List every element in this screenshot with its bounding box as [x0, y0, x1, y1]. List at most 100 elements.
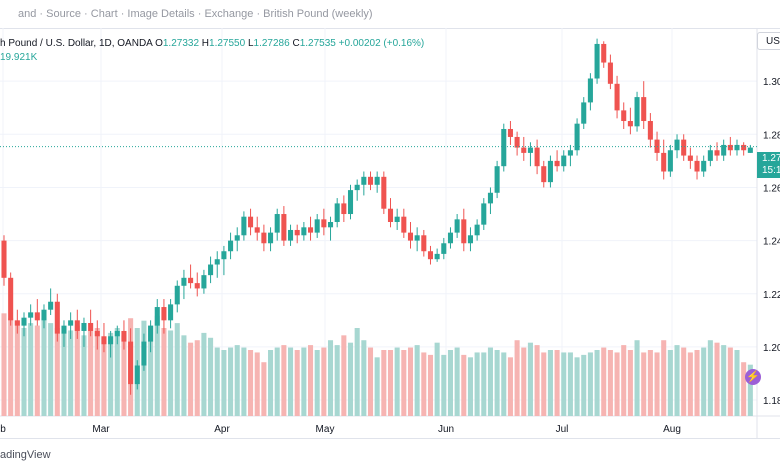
candle-body — [474, 224, 480, 236]
candle-body — [94, 330, 100, 337]
volume-bar — [381, 350, 387, 416]
candle-body — [48, 301, 54, 310]
candle-body — [501, 128, 507, 167]
candle-body — [407, 232, 414, 241]
candle-body — [547, 160, 553, 183]
volume-bar — [288, 347, 294, 416]
volume-bar — [721, 345, 727, 416]
candle-body — [674, 139, 680, 151]
volume-bar — [407, 347, 414, 416]
volume-bar — [154, 315, 160, 416]
volume-bar — [314, 350, 320, 416]
candle-body — [707, 150, 713, 161]
volume-bar — [194, 340, 200, 416]
volume-bar — [581, 354, 587, 416]
candle-body — [54, 301, 60, 334]
candle-body — [248, 216, 254, 228]
candle-body — [441, 243, 447, 254]
low-value: 1.27286 — [253, 38, 290, 49]
candle-body — [514, 136, 520, 148]
x-tick-label: Apr — [214, 424, 230, 435]
volume-bar — [647, 350, 653, 416]
volume-bar — [327, 340, 334, 416]
volume-bar — [574, 357, 580, 416]
volume-bar — [601, 347, 607, 416]
volume-bar — [294, 350, 300, 416]
candle-body — [234, 235, 240, 241]
volume-bar — [301, 347, 307, 416]
volume-bar — [254, 352, 260, 416]
candle-body — [634, 97, 640, 127]
volume-bar — [634, 340, 640, 416]
lightning-icon[interactable]: ⚡ — [745, 369, 761, 385]
candle-body — [301, 227, 307, 236]
candle-body — [727, 144, 733, 151]
volume-bar — [208, 337, 214, 416]
volume-bar — [674, 345, 680, 416]
volume-bar — [61, 332, 67, 416]
candle-body — [14, 320, 20, 326]
candle-body — [661, 152, 667, 172]
top-bar: and · Source · Chart · Image Details · E… — [0, 0, 780, 29]
candle-body — [387, 208, 394, 222]
price-chart[interactable]: 1.30 1.28 1.26 1.24 1.22 1.20 1.18 b Mar Apr May Ju… — [0, 28, 780, 438]
volume-bar — [521, 347, 527, 416]
candle-body — [347, 190, 354, 215]
candle-body — [354, 184, 360, 191]
candle-body — [741, 144, 747, 151]
volume-bar — [108, 332, 114, 416]
candle-body — [454, 219, 460, 233]
candle-body — [307, 227, 314, 233]
candle-body — [81, 322, 87, 331]
candle-body — [554, 160, 560, 167]
candle-body — [188, 277, 194, 284]
candle-body — [34, 312, 40, 321]
volume-bar — [547, 350, 553, 416]
volume-bar — [221, 350, 227, 416]
volume-bar — [594, 350, 600, 416]
volume-bar — [441, 354, 447, 416]
close-label: C — [292, 38, 300, 49]
volume-bar — [701, 347, 707, 416]
volume-bar — [347, 342, 354, 416]
volume-bar — [707, 340, 713, 416]
candle-body — [414, 235, 420, 241]
volume-bar — [41, 318, 47, 416]
candle-body — [1, 240, 7, 278]
symbol-name[interactable]: h Pound / U.S. Dollar, 1D, OANDA — [0, 38, 153, 49]
candle-body — [427, 251, 434, 260]
volume-bar — [307, 345, 314, 416]
candle-body — [561, 155, 567, 167]
candle-body — [401, 216, 407, 233]
candle-body — [208, 264, 214, 276]
volume-bar — [341, 335, 347, 416]
candle-body — [41, 309, 47, 321]
volume-bar — [188, 342, 194, 416]
candle-body — [581, 102, 587, 124]
volume-bar — [54, 328, 60, 416]
candle-body — [261, 232, 267, 244]
high-value: 1.27550 — [209, 38, 246, 49]
brand-text: adingView — [0, 449, 51, 461]
volume-bar — [168, 330, 174, 416]
candle-body — [334, 203, 340, 222]
open-label: O — [155, 38, 163, 49]
candle-body — [281, 214, 287, 241]
candle-body — [194, 283, 200, 289]
y-tick-label: 1.28 — [763, 130, 780, 141]
volume-bar — [148, 325, 154, 416]
candle-body — [141, 341, 147, 366]
candle-body — [367, 176, 374, 185]
candle-body — [294, 229, 300, 236]
currency-button[interactable]: USD — [757, 32, 780, 50]
candle-body — [381, 176, 387, 209]
volume-bar — [681, 347, 687, 416]
volume-bar — [374, 357, 380, 416]
chart-area[interactable]: 1.30 1.28 1.26 1.24 1.22 1.20 1.18 b Mar Apr May Ju… — [0, 28, 780, 438]
volume-bar — [68, 330, 74, 416]
x-tick-label: Jun — [438, 424, 454, 435]
volume-bar — [694, 350, 700, 416]
volume-bar — [261, 362, 267, 416]
volume-bar — [527, 342, 533, 416]
candle-body — [241, 216, 247, 236]
